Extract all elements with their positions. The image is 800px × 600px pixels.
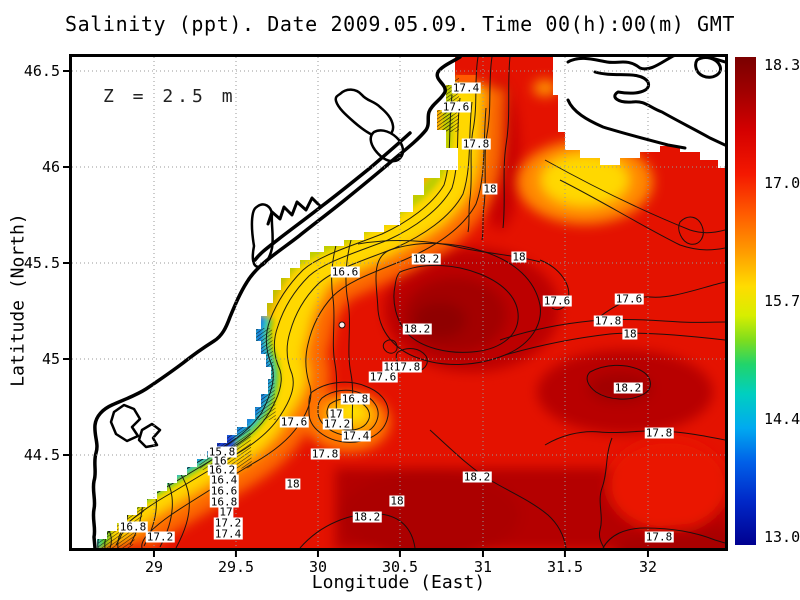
plot-area: [69, 54, 728, 551]
colorbar-gradient: [735, 57, 756, 545]
colorbar-tick: 14.4: [764, 410, 800, 428]
colorbar-tick: 17.0: [764, 174, 800, 192]
land-layer: [91, 57, 725, 548]
colorbar-tick: 18.3: [764, 56, 800, 74]
y-tick: 44.5: [16, 446, 60, 464]
map-canvas: [72, 57, 725, 548]
colorbar-tick: 13.0: [764, 528, 800, 546]
plot-title: Salinity (ppt). Date 2009.05.09. Time 00…: [65, 12, 735, 36]
colorbar-tick: 15.7: [764, 292, 800, 310]
depth-annotation: Z = 2.5 m: [103, 86, 237, 107]
y-tick: 46: [16, 158, 60, 176]
grid-layer: [72, 57, 725, 548]
coastline-path: [109, 88, 405, 449]
x-axis-label: Longitude (East): [311, 572, 486, 593]
y-tick: 46.5: [16, 62, 60, 80]
y-axis-label: Latitude (North): [7, 213, 29, 387]
